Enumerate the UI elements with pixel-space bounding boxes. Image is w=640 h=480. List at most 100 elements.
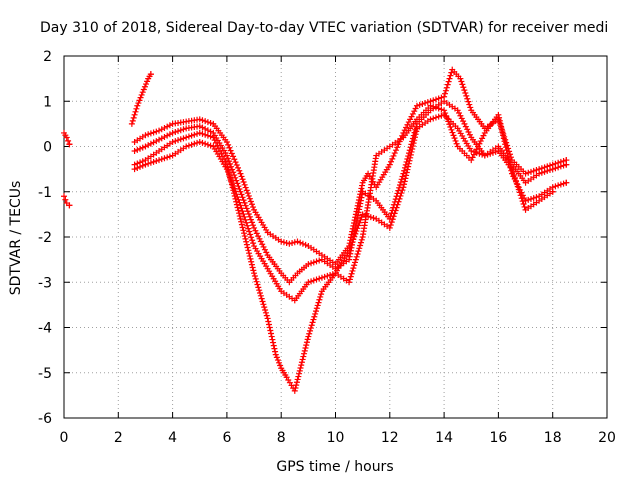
data-point [354,250,361,257]
data-point [252,275,259,282]
data-point [510,171,517,178]
data-point [234,180,241,187]
data-point [244,222,251,229]
data-point [147,159,154,166]
data-point [407,154,414,161]
data-point [412,131,419,138]
data-point [527,168,534,175]
data-point [238,221,245,228]
data-point [238,191,245,198]
data-point [62,196,69,203]
data-point [470,148,477,155]
data-point [410,140,417,147]
data-point [503,147,510,154]
data-point [295,373,302,380]
data-point [495,111,502,118]
data-point [311,313,318,320]
data-point [172,138,179,145]
data-point [202,140,209,147]
data-point [504,153,511,160]
data-point [430,97,437,104]
data-point [302,241,309,248]
data-point [458,115,465,122]
chart-title: Day 310 of 2018, Sidereal Day-to-day VTE… [40,20,608,36]
data-point [223,138,230,145]
data-point [261,304,268,311]
data-point [150,129,157,136]
data-point [301,347,308,354]
data-point [516,189,523,196]
data-point [392,207,399,214]
data-point [358,185,365,192]
data-point [223,166,230,173]
data-point [480,132,487,139]
data-point [249,237,256,244]
data-point [396,195,403,202]
data-point [291,387,298,394]
data-point [454,107,461,114]
data-point [260,301,267,308]
data-point [498,126,505,133]
data-point [265,321,272,328]
axes [63,55,608,419]
data-point [536,170,543,177]
data-point [242,202,249,209]
data-point [183,143,190,150]
data-point [310,316,317,323]
x-axis-label: GPS time / hours [276,459,393,475]
data-point [461,87,468,94]
data-point [243,219,250,226]
data-point [259,298,266,305]
data-point [301,350,308,357]
data-point [135,100,142,107]
data-point [359,211,366,218]
data-point [438,94,445,101]
data-point [250,204,257,211]
data-point [238,205,245,212]
data-point [254,281,261,288]
data-point [147,140,154,147]
data-point [412,105,419,112]
data-point [300,353,307,360]
data-point [161,133,168,140]
data-point [204,119,211,126]
data-point [351,233,358,240]
data-point [194,139,201,146]
data-point [357,216,364,223]
data-point [241,199,248,206]
data-point [563,161,570,168]
data-point [489,149,496,156]
data-point [473,149,480,156]
data-point [248,219,255,226]
data-point [408,113,415,120]
data-point [464,126,471,133]
data-point [293,379,300,386]
data-point [305,333,312,340]
data-point [239,208,246,215]
data-point [246,250,253,257]
data-point [413,128,420,135]
data-point [354,225,361,232]
data-point [467,104,474,111]
data-point [147,71,154,78]
data-point [449,129,456,136]
data-point [398,176,405,183]
data-point [350,236,357,243]
data-point [291,239,298,246]
data-point [350,265,357,272]
data-point [145,160,152,167]
data-point [247,255,254,262]
data-point [481,152,488,159]
data-point [144,78,151,85]
data-point [513,180,520,187]
data-point [316,257,323,264]
data-point [438,106,445,113]
data-point [180,126,187,133]
data-point [477,138,484,145]
data-point [133,105,140,112]
data-point [519,198,526,205]
data-point [228,163,235,170]
data-point [199,139,206,146]
data-point [227,174,234,181]
data-point [289,240,296,247]
